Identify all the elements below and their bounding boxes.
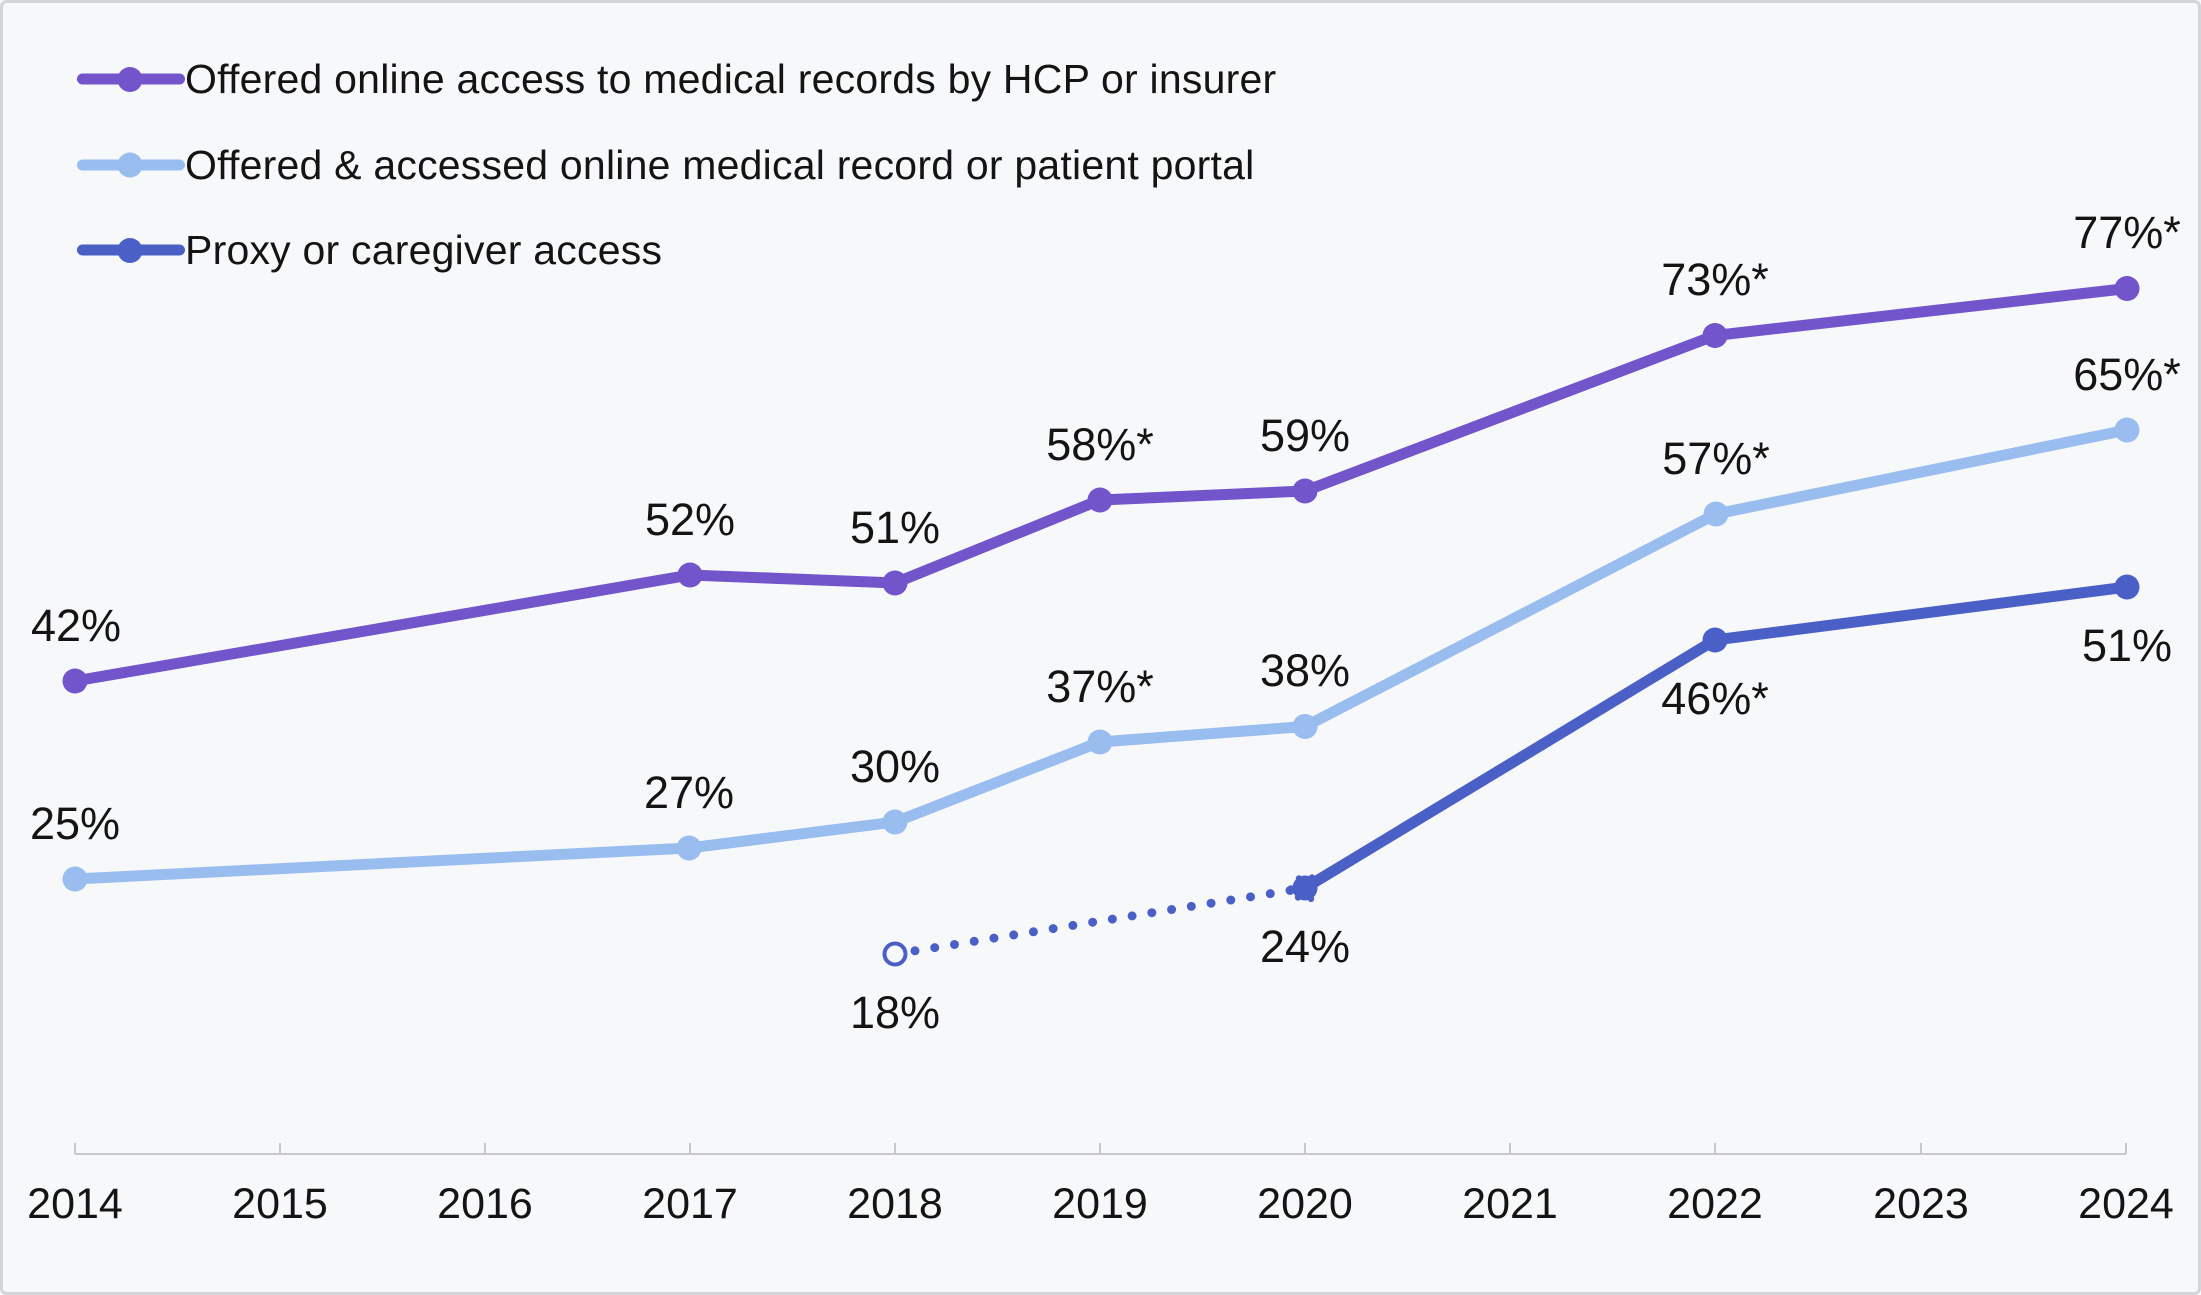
svg-text:2019: 2019 [1052,1180,1148,1228]
svg-text:57%*: 57%* [1662,433,1770,484]
svg-text:24%: 24% [1260,921,1350,972]
svg-text:18%: 18% [850,987,940,1038]
svg-text:2015: 2015 [232,1180,328,1228]
svg-text:77%*: 77%* [2073,207,2181,258]
svg-text:59%: 59% [1260,410,1350,461]
svg-text:2018: 2018 [847,1180,943,1228]
svg-text:Proxy or caregiver access: Proxy or caregiver access [185,227,662,273]
svg-text:27%: 27% [644,767,734,818]
svg-text:37%*: 37%* [1046,661,1154,712]
svg-text:51%: 51% [2082,620,2172,671]
svg-text:38%: 38% [1260,645,1350,696]
svg-text:2016: 2016 [437,1180,533,1228]
svg-text:Offered & accessed online medi: Offered & accessed online medical record… [185,142,1254,188]
svg-text:46%*: 46%* [1661,673,1769,724]
svg-text:73%*: 73%* [1661,254,1769,305]
svg-text:30%: 30% [850,741,940,792]
svg-text:2020: 2020 [1257,1180,1353,1228]
svg-text:51%: 51% [850,502,940,553]
svg-text:2017: 2017 [642,1180,738,1228]
svg-text:25%: 25% [30,798,120,849]
svg-text:58%*: 58%* [1046,419,1154,470]
svg-text:2014: 2014 [27,1180,123,1228]
svg-text:42%: 42% [31,600,121,651]
svg-text:52%: 52% [645,494,735,545]
svg-text:65%*: 65%* [2073,349,2181,400]
svg-text:Offered online access to medic: Offered online access to medical records… [185,56,1276,102]
svg-text:2023: 2023 [1873,1180,1969,1228]
svg-text:2022: 2022 [1667,1180,1763,1228]
svg-text:2021: 2021 [1462,1180,1558,1228]
svg-text:2024: 2024 [2078,1180,2174,1228]
